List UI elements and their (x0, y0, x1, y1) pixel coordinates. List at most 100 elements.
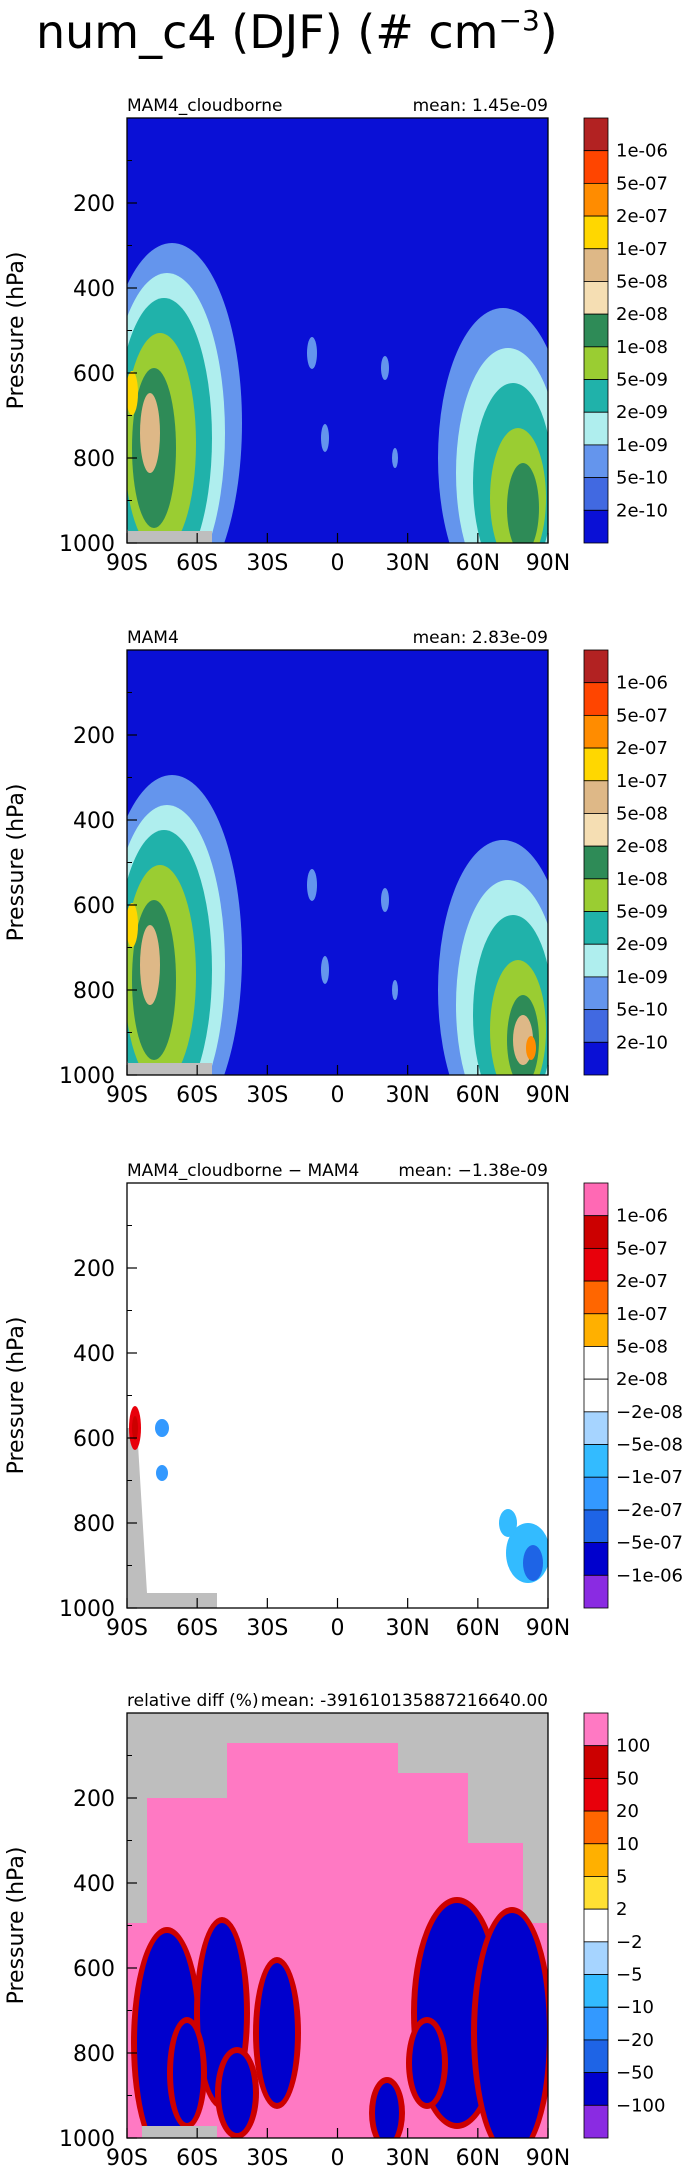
rel-feature (477, 1913, 547, 2138)
colorbar-label: 50 (616, 1768, 639, 1789)
y-tick-label: 400 (73, 809, 115, 834)
x-tick-label: 90S (106, 2146, 148, 2171)
x-tick-label: 30N (385, 551, 429, 576)
panels: MAM4_cloudborne mean: 1.45e-0920040060080… (4, 96, 683, 2171)
colorbar-swatch (583, 1444, 609, 1478)
colorbar-label: −1e-07 (616, 1467, 683, 1488)
colorbar-swatch (583, 1941, 609, 1975)
colorbar-swatch (583, 780, 609, 814)
colorbar-label: 2e-09 (616, 934, 668, 955)
panel-1: MAM4_cloudborne mean: 1.45e-09 200 400 600 80… (4, 96, 668, 576)
x-tick-label: 0 (331, 1083, 345, 1108)
x-tick-label: 90N (526, 551, 570, 576)
y-tick-label: 800 (73, 2042, 115, 2067)
colorbar-swatch (583, 477, 609, 511)
colorbar-label: 1e-08 (616, 337, 668, 358)
x-tick-label: 30S (246, 1616, 288, 1641)
contour-level (127, 371, 138, 415)
x-tick-label: 60N (456, 551, 500, 576)
colorbar-swatch (583, 1974, 609, 2008)
x-tick-label: 60S (176, 2146, 218, 2171)
panel-3: MAM4_cloudborne − MAM4 mean: −1.38e-09 200… (4, 1161, 683, 1641)
y-tick-label: 1000 (59, 532, 115, 557)
x-tick-label: 60N (456, 1083, 500, 1108)
contour-level (140, 925, 160, 1005)
rel-feature (173, 2023, 201, 2123)
x-tick-label: 90S (106, 1616, 148, 1641)
colorbar-label: −50 (616, 2063, 654, 2084)
colorbar: 100 50 20 10 5 2 −2 −5 −10 −20 −50 −100 (583, 1712, 665, 2139)
x-tick-label: 90S (106, 1083, 148, 1108)
x-tick-label: 30S (246, 551, 288, 576)
x-tick-label: 60S (176, 1616, 218, 1641)
colorbar-swatch (583, 943, 609, 978)
colorbar-label: 5e-10 (616, 468, 668, 489)
colorbar-label: 2e-09 (616, 402, 668, 423)
y-tick-label: 200 (73, 1787, 115, 1812)
colorbar-swatch (583, 1777, 609, 1812)
y-tick-label: 400 (73, 1342, 115, 1367)
y-axis-label: Pressure (hPa) (4, 784, 29, 942)
y-axis-label: Pressure (hPa) (4, 252, 29, 410)
colorbar-swatch (583, 2006, 609, 2041)
colorbar-label: 1e-08 (616, 869, 668, 890)
colorbar-swatch (583, 2072, 609, 2106)
colorbar-label: 5e-08 (616, 1336, 668, 1357)
y-tick-label: 200 (73, 724, 115, 749)
colorbar-label: 2e-08 (616, 304, 668, 325)
x-tick-label: 30S (246, 2146, 288, 2171)
rel-feature (221, 2053, 253, 2133)
colorbar-label: 2 (616, 1899, 627, 1920)
contour-level (526, 1036, 536, 1060)
colorbar-swatch (583, 1574, 609, 1609)
panel-left-label: relative diff (%) (127, 1691, 259, 1711)
colorbar-swatch (583, 1215, 609, 1249)
colorbar-swatch (583, 117, 609, 152)
missing-region (127, 1063, 212, 1075)
colorbar-swatch (583, 1378, 609, 1413)
colorbar-label: −2 (616, 1932, 643, 1953)
plot-area (127, 1183, 548, 1608)
colorbar-swatch (583, 1876, 609, 1910)
missing-region (127, 531, 212, 543)
colorbar-swatch (583, 845, 609, 880)
panel-2: MAM4 mean: 2.83e-09 200 400 600 800 1000 Pressu… (4, 628, 668, 1108)
colorbar-label: 1e-07 (616, 1304, 668, 1325)
colorbar-label: 2e-10 (616, 1032, 668, 1053)
colorbar-label: −100 (616, 2095, 665, 2116)
colorbar-swatch (583, 1476, 609, 1511)
y-tick-label: 1000 (59, 1064, 115, 1089)
rel-feature (259, 1963, 295, 2103)
missing-region (127, 1713, 548, 1923)
colorbar-label: 5e-10 (616, 1000, 668, 1021)
figure-title: num_c4 (DJF) (# cm−3) (36, 4, 558, 59)
colorbar-swatch (583, 682, 609, 716)
colorbar-label: −5 (616, 1965, 643, 1986)
panel-left-label: MAM4 (127, 628, 179, 648)
contour-level (321, 956, 329, 984)
contour-level (381, 356, 389, 380)
x-tick-label: 60N (456, 2146, 500, 2171)
x-tick-label: 60S (176, 551, 218, 576)
y-tick-label: 600 (73, 362, 115, 387)
panel-left-label: MAM4_cloudborne (127, 96, 282, 116)
panel-mean-label: mean: -3916101358872166­40.00 (261, 1691, 548, 1711)
colorbar-swatch (583, 1009, 609, 1043)
colorbar-swatch (583, 509, 609, 544)
colorbar-swatch (583, 2104, 609, 2139)
colorbar-label: −5e-07 (616, 1533, 683, 1554)
colorbar-label: −10 (616, 1997, 654, 2018)
panel-mean-label: mean: 2.83e-09 (413, 628, 548, 648)
y-axis-label: Pressure (hPa) (4, 1847, 29, 2005)
colorbar-label: −5e-08 (616, 1435, 683, 1456)
y-tick-label: 400 (73, 277, 115, 302)
colorbar-swatch (583, 150, 609, 184)
colorbar-label: −2e-07 (616, 1500, 683, 1521)
x-tick-label: 60N (456, 1616, 500, 1641)
plot-area (127, 650, 548, 1075)
colorbar-swatch (583, 248, 609, 282)
x-tick-label: 30S (246, 1083, 288, 1108)
colorbar-label: 1e-06 (616, 141, 668, 162)
y-tick-label: 800 (73, 447, 115, 472)
